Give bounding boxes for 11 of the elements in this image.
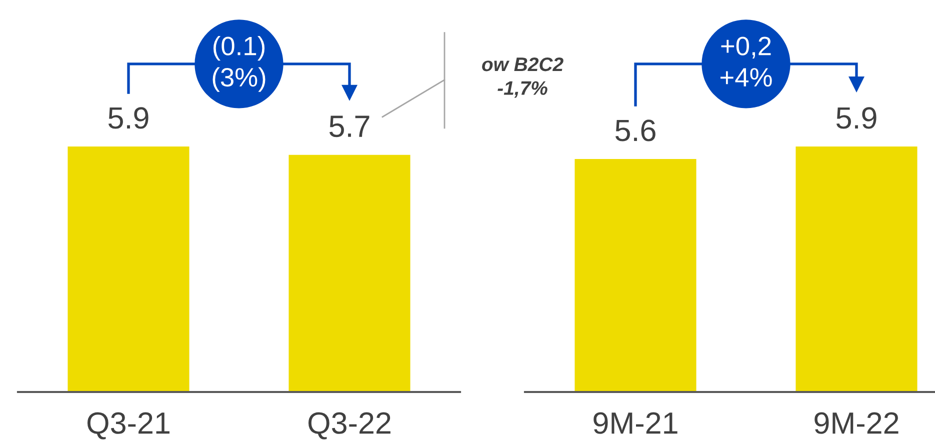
data-label: 5.9 [836, 107, 876, 129]
data-label: 5.6 [615, 120, 656, 142]
data-label: 5.9 [108, 107, 148, 129]
x-tick-label: Q3-21 [87, 412, 170, 440]
x-tick-label: Q3-22 [308, 412, 390, 440]
text: (0.1) (3%) [212, 36, 266, 92]
text: ow B2C2 -1,7% [482, 57, 564, 98]
x-tick-label: 9M-22 [814, 412, 898, 434]
data-label: 5.7 [329, 116, 370, 138]
x-tick-label: 9M-21 [594, 412, 678, 434]
text: +0,2 +4% [720, 36, 772, 87]
